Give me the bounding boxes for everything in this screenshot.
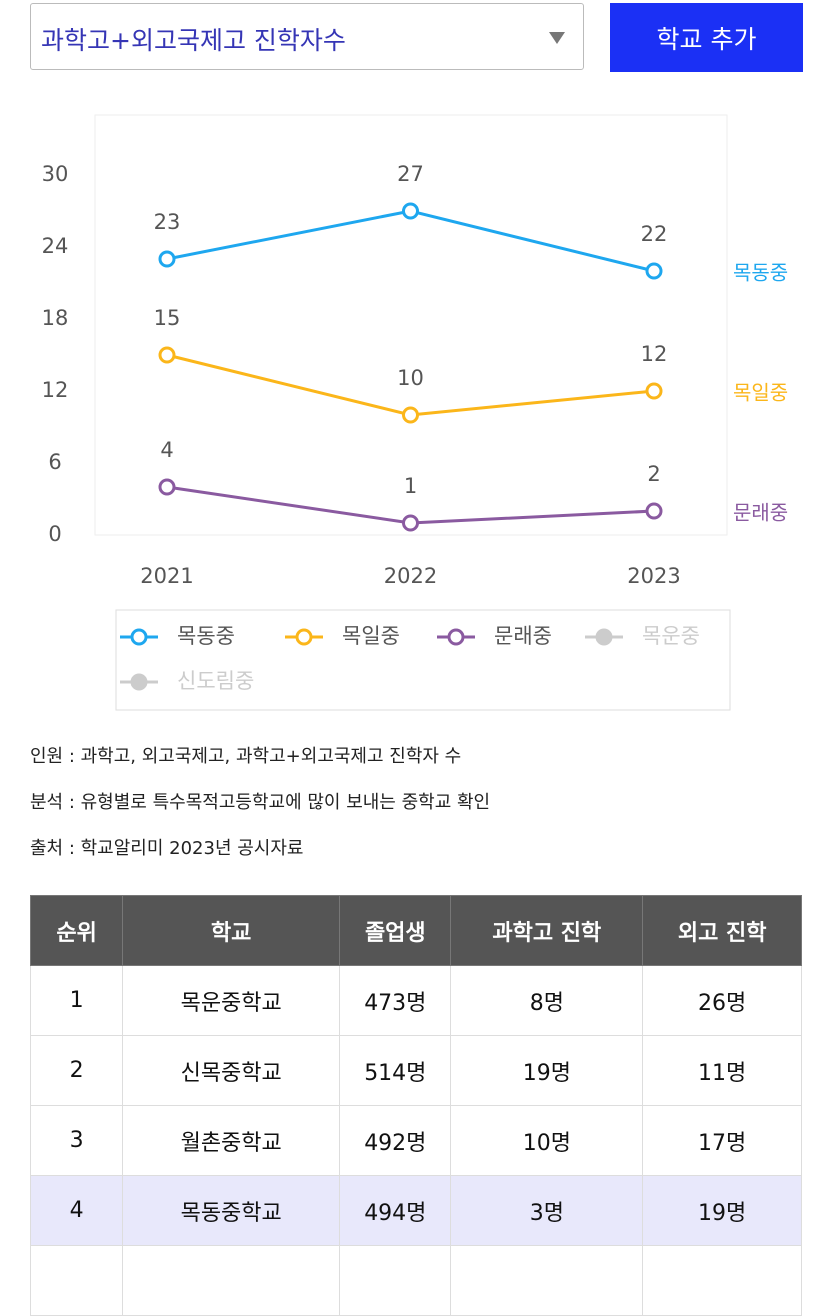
- cell: 월촌중학교: [122, 1105, 341, 1176]
- y-tick-label: 18: [42, 306, 69, 330]
- data-point: [158, 250, 176, 268]
- legend-label: 신도림중: [177, 669, 254, 693]
- cell: 신목중학교: [122, 1035, 341, 1106]
- y-tick-label: 12: [42, 378, 69, 402]
- table-row[interactable]: [29, 1245, 802, 1316]
- legend-marker: [295, 628, 313, 646]
- data-point: [645, 502, 663, 520]
- dropdown-text: 과학고+외고국제고 진학자수: [41, 26, 346, 55]
- data-label: 4: [160, 438, 173, 462]
- page: 과학고+외고국제고 진학자수 학교 추가 0 6 12 18 24 30 2021 2022 2…: [29, 3, 803, 1316]
- table: 순위 학교 졸업생 과학고 진학 외고 진학 1 목운중학교 473명 8명 26명 2 신목중학교 5…: [29, 895, 802, 1316]
- data-label: 12: [641, 342, 668, 366]
- note: 출처 : 학교알리미 2023년 공시자료: [30, 838, 304, 859]
- cell: [450, 1245, 644, 1316]
- data-point: [158, 346, 176, 364]
- dropdown-arrow: [549, 32, 565, 44]
- legend-label: 목일중: [342, 624, 400, 648]
- plot-area: [94, 114, 728, 536]
- cell: 11명: [642, 1035, 802, 1106]
- series-end-label: 목동중: [733, 261, 788, 285]
- table-row[interactable]: 4 목동중학교 494명 3명 19명: [29, 1175, 802, 1246]
- dropdown[interactable]: 과학고+외고국제고 진학자수: [30, 3, 584, 70]
- legend-box: [115, 609, 731, 711]
- cell: 514명: [339, 1035, 452, 1106]
- cell: 17명: [642, 1105, 802, 1176]
- header-cell: 학교: [122, 895, 341, 966]
- add-school-button[interactable]: 학교 추가: [610, 3, 803, 72]
- y-tick-label: 6: [48, 450, 61, 474]
- legend-label: 목운중: [642, 624, 700, 648]
- data-point: [645, 262, 663, 280]
- x-tick-label: 2022: [384, 564, 437, 588]
- y-tick-label: 24: [42, 234, 69, 258]
- cell: [122, 1245, 341, 1316]
- y-tick-label: 30: [42, 162, 69, 186]
- x-tick-label: 2023: [627, 564, 680, 588]
- cell: 목동중학교: [122, 1175, 341, 1246]
- data-point: [402, 202, 419, 220]
- cell: 4: [29, 1175, 124, 1246]
- cell: 목운중학교: [122, 965, 341, 1036]
- legend-marker: [595, 628, 613, 646]
- cell: 8명: [450, 965, 644, 1036]
- cell: 26명: [642, 965, 802, 1036]
- data-label: 15: [154, 306, 181, 330]
- cell: 10명: [450, 1105, 644, 1176]
- cell: 494명: [339, 1175, 452, 1246]
- cell: 1: [29, 965, 124, 1036]
- cell: 19명: [450, 1035, 644, 1106]
- cell: [339, 1245, 452, 1316]
- legend-marker: [130, 628, 148, 646]
- button-text: 학교 추가: [656, 24, 757, 54]
- data-label: 2: [647, 462, 660, 486]
- legend-label: 목동중: [177, 624, 235, 648]
- cell: [29, 1245, 124, 1316]
- table-row[interactable]: 1 목운중학교 473명 8명 26명: [29, 965, 802, 1036]
- note: 인원 : 과학고, 외고국제고, 과학고+외고국제고 진학자 수: [30, 746, 462, 767]
- y-tick-label: 0: [48, 522, 61, 546]
- table-row[interactable]: 2 신목중학교 514명 19명 11명: [29, 1035, 802, 1106]
- header-cell: 과학고 진학: [450, 895, 644, 966]
- cell: 473명: [339, 965, 452, 1036]
- x-tick-label: 2021: [140, 564, 193, 588]
- series-end-label: 목일중: [733, 381, 788, 405]
- cell: 3명: [450, 1175, 644, 1246]
- header-cell: 외고 진학: [642, 895, 802, 966]
- series-line: [166, 209, 655, 273]
- data-point: [402, 406, 419, 424]
- legend-label: 문래중: [494, 624, 552, 648]
- cell: 492명: [339, 1105, 452, 1176]
- legend-marker: [130, 673, 148, 691]
- cell: [642, 1245, 802, 1316]
- series-end-label: 문래중: [733, 501, 788, 525]
- cell: 2: [29, 1035, 124, 1106]
- data-label: 1: [404, 474, 417, 498]
- header-cell: 졸업생: [339, 895, 452, 966]
- legend-marker: [447, 628, 465, 646]
- data-label: 10: [397, 366, 424, 390]
- data-label: 27: [397, 162, 424, 186]
- note: 분석 : 유형별로 특수목적고등학교에 많이 보내는 중학교 확인: [30, 792, 491, 813]
- cell: 19명: [642, 1175, 802, 1246]
- data-label: 22: [641, 222, 668, 246]
- data-point: [402, 514, 419, 532]
- header-cell: 순위: [29, 895, 124, 966]
- data-label: 23: [154, 210, 181, 234]
- data-point: [645, 382, 663, 400]
- data-point: [158, 478, 176, 496]
- cell: 3: [29, 1105, 124, 1176]
- table-row[interactable]: 3 월촌중학교 492명 10명 17명: [29, 1105, 802, 1176]
